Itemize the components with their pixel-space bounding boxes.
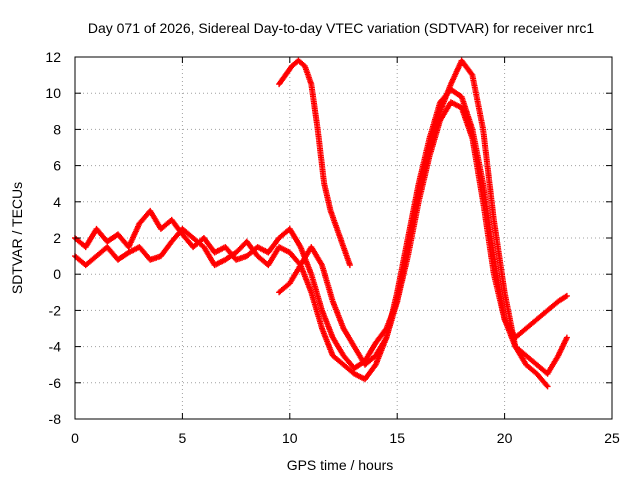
y-tick-label: 12 [45, 49, 61, 65]
y-tick-label: 10 [45, 85, 61, 101]
series-track-3 [276, 57, 353, 269]
x-axis-label: GPS time / hours [287, 457, 394, 473]
x-tick-label: 25 [604, 430, 620, 446]
x-tick-label: 0 [71, 430, 79, 446]
chart-title: Day 071 of 2026, Sidereal Day-to-day VTE… [88, 20, 594, 36]
x-tick-label: 10 [282, 430, 298, 446]
y-tick-label: -8 [49, 411, 62, 427]
y-tick-label: -4 [49, 339, 62, 355]
y-axis-label: SDTVAR / TECUs [9, 182, 25, 294]
y-tick-label: -2 [49, 302, 62, 318]
y-tick-label: 0 [53, 266, 61, 282]
series-points [276, 57, 551, 390]
series-track-4 [276, 57, 551, 390]
series-points [276, 57, 353, 269]
x-tick-label: 5 [179, 430, 187, 446]
y-tick-label: 4 [53, 194, 61, 210]
y-tick-label: 2 [53, 230, 61, 246]
data-points [72, 57, 570, 390]
y-tick-label: -6 [49, 375, 62, 391]
y-tick-label: 6 [53, 158, 61, 174]
y-tick-label: 8 [53, 121, 61, 137]
x-tick-label: 20 [497, 430, 513, 446]
x-tick-label: 15 [389, 430, 405, 446]
grid-lines [75, 57, 612, 419]
axis-ticks: 0 5 10 15 20 25 -8 -6 -4 -2 0 2 4 6 8 10 12 [45, 49, 620, 446]
